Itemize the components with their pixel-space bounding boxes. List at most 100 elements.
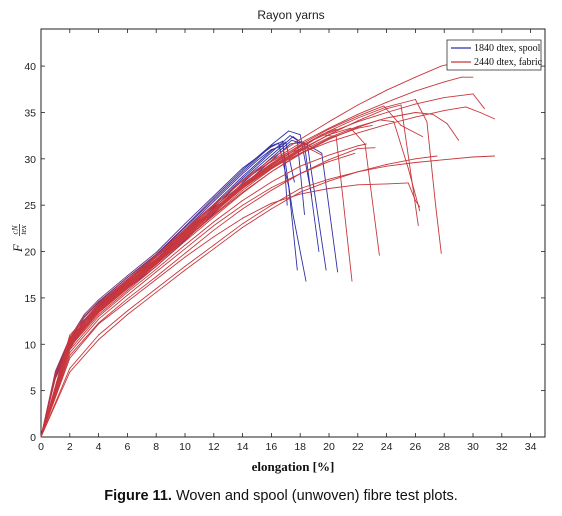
- fabric-curve-segment: [357, 124, 388, 134]
- y-tick-label: 0: [30, 432, 36, 444]
- legend: 1840 dtex, spool 2440 dtex, fabric: [446, 39, 543, 71]
- fabric-curve-segment: [126, 256, 157, 282]
- fabric-curve-segment: [126, 278, 157, 303]
- y-tick-label: 10: [24, 339, 36, 351]
- fabric-curve-segment: [328, 120, 359, 136]
- fabric-curve-segment: [383, 105, 402, 126]
- fabric-curve-segment: [299, 178, 330, 189]
- fabric-curve-segment: [69, 314, 100, 348]
- fabric-curve-segment: [328, 104, 359, 123]
- fabric-curve-segment: [479, 112, 496, 120]
- fabric-curve-segment: [184, 204, 215, 232]
- fabric-curve-segment: [98, 284, 128, 310]
- fabric-curve-segment: [155, 269, 186, 293]
- fabric-curve-segment: [126, 264, 157, 290]
- fabric-curve-segment: [357, 117, 388, 127]
- fabric-curve-segment: [126, 276, 157, 300]
- fabric-curve-segment: [69, 316, 100, 351]
- fabric-curve-segment: [242, 204, 272, 225]
- fabric-curve-segment: [328, 152, 356, 163]
- fabric-curve-segment: [443, 93, 474, 99]
- fabric-curve-segment: [184, 208, 215, 235]
- fabric-curve-segment: [126, 288, 157, 312]
- fabric-curve-segment: [213, 189, 244, 215]
- fabric-curve-segment: [299, 161, 330, 175]
- spool-curve-segment: [213, 169, 244, 199]
- fabric-curve-segment: [126, 291, 157, 316]
- fabric-curve-segment: [386, 116, 416, 125]
- fabric-curve-segment: [357, 165, 388, 173]
- fabric-curve-segment: [98, 301, 128, 325]
- fabric-curve-segment: [69, 322, 100, 356]
- fabric-curve-segment: [98, 287, 128, 313]
- spool-curve-segment: [98, 275, 128, 301]
- fabric-curve-segment: [184, 203, 215, 230]
- fabric-curve-segment: [435, 204, 442, 254]
- fabric-curve-segment: [213, 183, 244, 208]
- fabric-curve-segment: [328, 148, 359, 161]
- spool-curve-segment: [242, 160, 258, 175]
- x-tick-label: 14: [237, 441, 249, 453]
- fabric-curve-segment: [213, 204, 244, 227]
- spool-curve-segment: [306, 144, 327, 271]
- plot-area: [40, 28, 546, 438]
- fabric-curve-segment: [184, 236, 215, 258]
- fabric-curve-segment: [472, 93, 485, 110]
- fabric-curve-segment: [242, 171, 272, 194]
- fabric-curve-segment: [270, 165, 301, 183]
- x-tick-label: 24: [381, 441, 393, 453]
- fabric-curve-segment: [386, 99, 416, 108]
- fabric-curve-segment: [155, 237, 186, 264]
- fabric-curve-segment: [126, 255, 157, 281]
- fabric-curve-segment: [357, 89, 388, 106]
- fabric-curve-segment: [213, 208, 244, 231]
- fabric-curve-segment: [386, 76, 416, 91]
- fabric-curve-segment: [242, 168, 272, 191]
- spool-curve-segment: [83, 299, 100, 316]
- fabric-curve-segment: [155, 239, 186, 265]
- fabric-curve-segment: [357, 112, 388, 123]
- fabric-curve-segment: [126, 254, 157, 280]
- fabric-curve-segment: [98, 283, 128, 309]
- fabric-curve-segment: [213, 187, 244, 213]
- spool-curve-segment: [289, 135, 298, 141]
- fabric-curve-segment: [213, 192, 244, 218]
- x-tick-label: 32: [496, 441, 508, 453]
- fabric-curve-segment: [126, 268, 157, 293]
- x-tick-label: 34: [525, 441, 537, 453]
- fabric-curve-segment: [213, 226, 244, 250]
- fabric-curve-segment: [40, 352, 71, 438]
- fabric-curve-segment: [184, 229, 215, 254]
- fabric-curve-segment: [69, 306, 100, 342]
- fabric-curve-segment: [328, 117, 359, 132]
- fabric-curve-segment: [69, 311, 100, 346]
- fabric-curve-segment: [242, 208, 272, 228]
- x-tick-label: 12: [208, 441, 220, 453]
- legend-box: [446, 39, 542, 71]
- fabric-curve-segment: [299, 137, 330, 154]
- y-tick-label: 35: [24, 107, 36, 119]
- fabric-curve-segment: [299, 127, 330, 144]
- fabric-curve-segment: [155, 235, 186, 262]
- fabric-curve-segment: [270, 193, 301, 204]
- spool-curve-segment: [126, 253, 157, 278]
- fabric-curve-segment: [242, 187, 272, 206]
- fabric-curve-segment: [386, 162, 416, 167]
- fabric-curve-segment: [443, 156, 474, 161]
- chart-title: Rayon yarns: [257, 8, 324, 22]
- fabric-curve-segment: [328, 184, 359, 189]
- fabric-curve-segment: [155, 234, 186, 261]
- y-axis-label-unit-denominator: tex: [19, 225, 28, 235]
- spool-curve-segment: [270, 139, 293, 159]
- spool-curve-segment: [213, 173, 244, 202]
- fabric-curve-segment: [350, 127, 366, 145]
- legend-label-fabric: 2440 dtex, fabric: [474, 57, 543, 68]
- fabric-curve-segment: [270, 149, 301, 168]
- fabric-curve-segment: [213, 185, 244, 211]
- fabric-curve-segment: [393, 121, 409, 169]
- fabric-curve-segment: [299, 154, 330, 167]
- spool-curve-segment: [288, 130, 301, 136]
- fabric-curve-segment: [426, 121, 437, 206]
- fabric-curve-segment: [242, 167, 272, 189]
- fabric-curve-segment: [40, 340, 71, 438]
